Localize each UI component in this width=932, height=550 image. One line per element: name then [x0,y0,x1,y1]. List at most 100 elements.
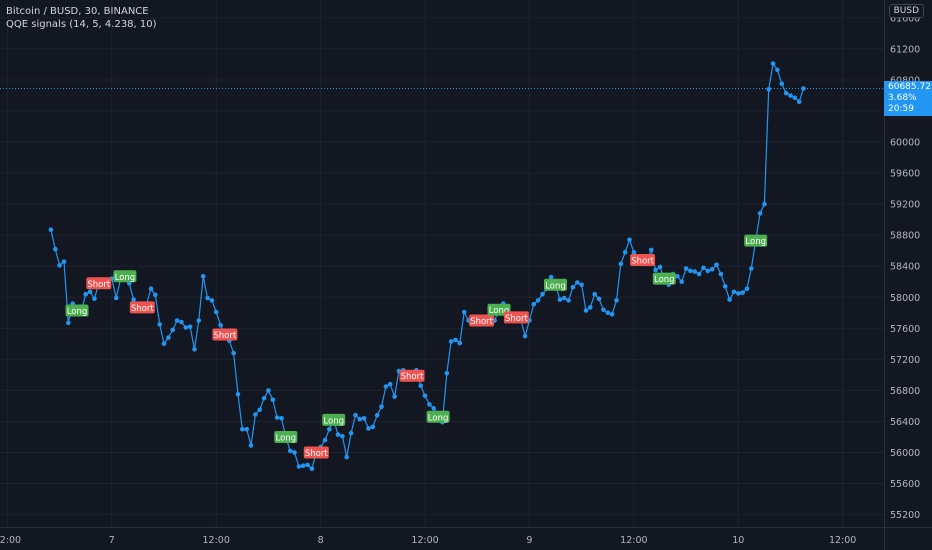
price-tick-label: 56800 [890,386,920,397]
price-point [361,416,367,421]
price-point [300,463,306,469]
price-tick-label: 61600 [890,13,920,24]
signal-box [469,314,495,327]
short-signal: Short [469,314,495,327]
signal-box [274,431,298,443]
signal-box [399,369,425,382]
price-point [461,309,467,315]
price-point [622,249,628,255]
time-tick-label: 7 [109,535,115,546]
price-point [200,274,206,279]
price-point [192,347,197,352]
signal-box [129,301,155,314]
price-point [157,322,162,327]
time-tick-label: 12:00 [203,535,230,546]
signal-label: Short [87,280,110,290]
price-tick-label: 58400 [890,262,920,273]
signal-label: Long [428,413,449,423]
price-point [370,424,376,430]
price-point [779,81,785,87]
price-point [209,298,215,303]
price-point [244,426,249,432]
price-tick-label: 57600 [890,324,920,335]
signal-label: Short [131,304,154,314]
price-point [183,325,189,330]
price-tick-label: 58000 [890,293,920,304]
last-price-tag: 60685.72 3.68% 20:59 [884,81,932,117]
short-signal: Short [399,369,425,382]
price-point [348,430,354,436]
short-signal: Short [212,328,238,341]
price-point [240,426,245,432]
price-point [374,412,380,418]
price-point [279,416,284,421]
price-tick-label: 61200 [890,44,920,55]
time-axis[interactable]: 12:00 7 12:00 8 12:00 9 12:00 10 12:00 [0,527,932,547]
price-point [218,322,223,328]
price-point [448,339,454,344]
signal-label: Long [67,307,88,317]
short-signal: Short [129,301,155,314]
price-point [605,310,611,316]
price-point [679,279,684,285]
currency-badge[interactable]: BUSD [888,4,924,18]
price-point [287,448,293,454]
signal-label: Short [505,314,528,324]
price-point [749,266,754,271]
signal-box [503,311,529,324]
signal-box [744,234,768,247]
time-tick-label: 10 [732,535,744,546]
price-point [131,297,136,302]
price-point [305,462,310,468]
signal-label: Long [276,434,297,444]
price-point [231,350,236,356]
price-point [309,466,315,472]
price-point [618,261,624,267]
signal-label: Long [745,237,766,247]
price-point [592,291,597,297]
price-point [257,407,263,413]
signal-label: Short [470,317,493,327]
price-point [205,295,210,301]
price-point [266,388,271,393]
price-point [453,337,458,343]
price-point [588,305,593,310]
price-point [161,341,167,347]
price-point [253,412,258,417]
price-point [575,280,580,285]
price-point [427,402,432,407]
price-point [561,295,567,301]
price-point [170,327,175,333]
price-point [614,298,619,303]
bar-countdown: 20:59 [888,104,914,115]
price-point [444,371,450,376]
price-point [653,267,658,273]
price-axis[interactable]: 55200 55600 56000 56400 56800 57200 57600 58000… [884,0,921,550]
price-point [522,333,528,339]
long-signal: Long [65,304,89,317]
price-point [48,227,54,232]
price-point [801,86,806,91]
price-point [392,394,397,399]
price-point [148,286,154,292]
price-point [657,264,663,270]
price-point [649,247,654,253]
price-tick-label: 58800 [890,231,920,242]
price-tick-label: 59200 [890,200,920,211]
signal-labels: Long Short Long Short Short Long Short Long Shor… [65,234,768,459]
price-point [557,297,563,302]
price-point [596,296,602,302]
price-point [87,289,93,295]
long-signal: Long [426,410,450,423]
price-point [770,61,776,66]
signal-label: Long [323,416,344,426]
price-tick-label: 55600 [890,479,920,490]
signal-box [426,410,450,423]
price-point [422,393,428,399]
grid [0,0,884,527]
price-point [696,271,702,277]
price-point [531,301,537,307]
long-signal: Long [652,272,676,285]
price-point [796,99,802,104]
